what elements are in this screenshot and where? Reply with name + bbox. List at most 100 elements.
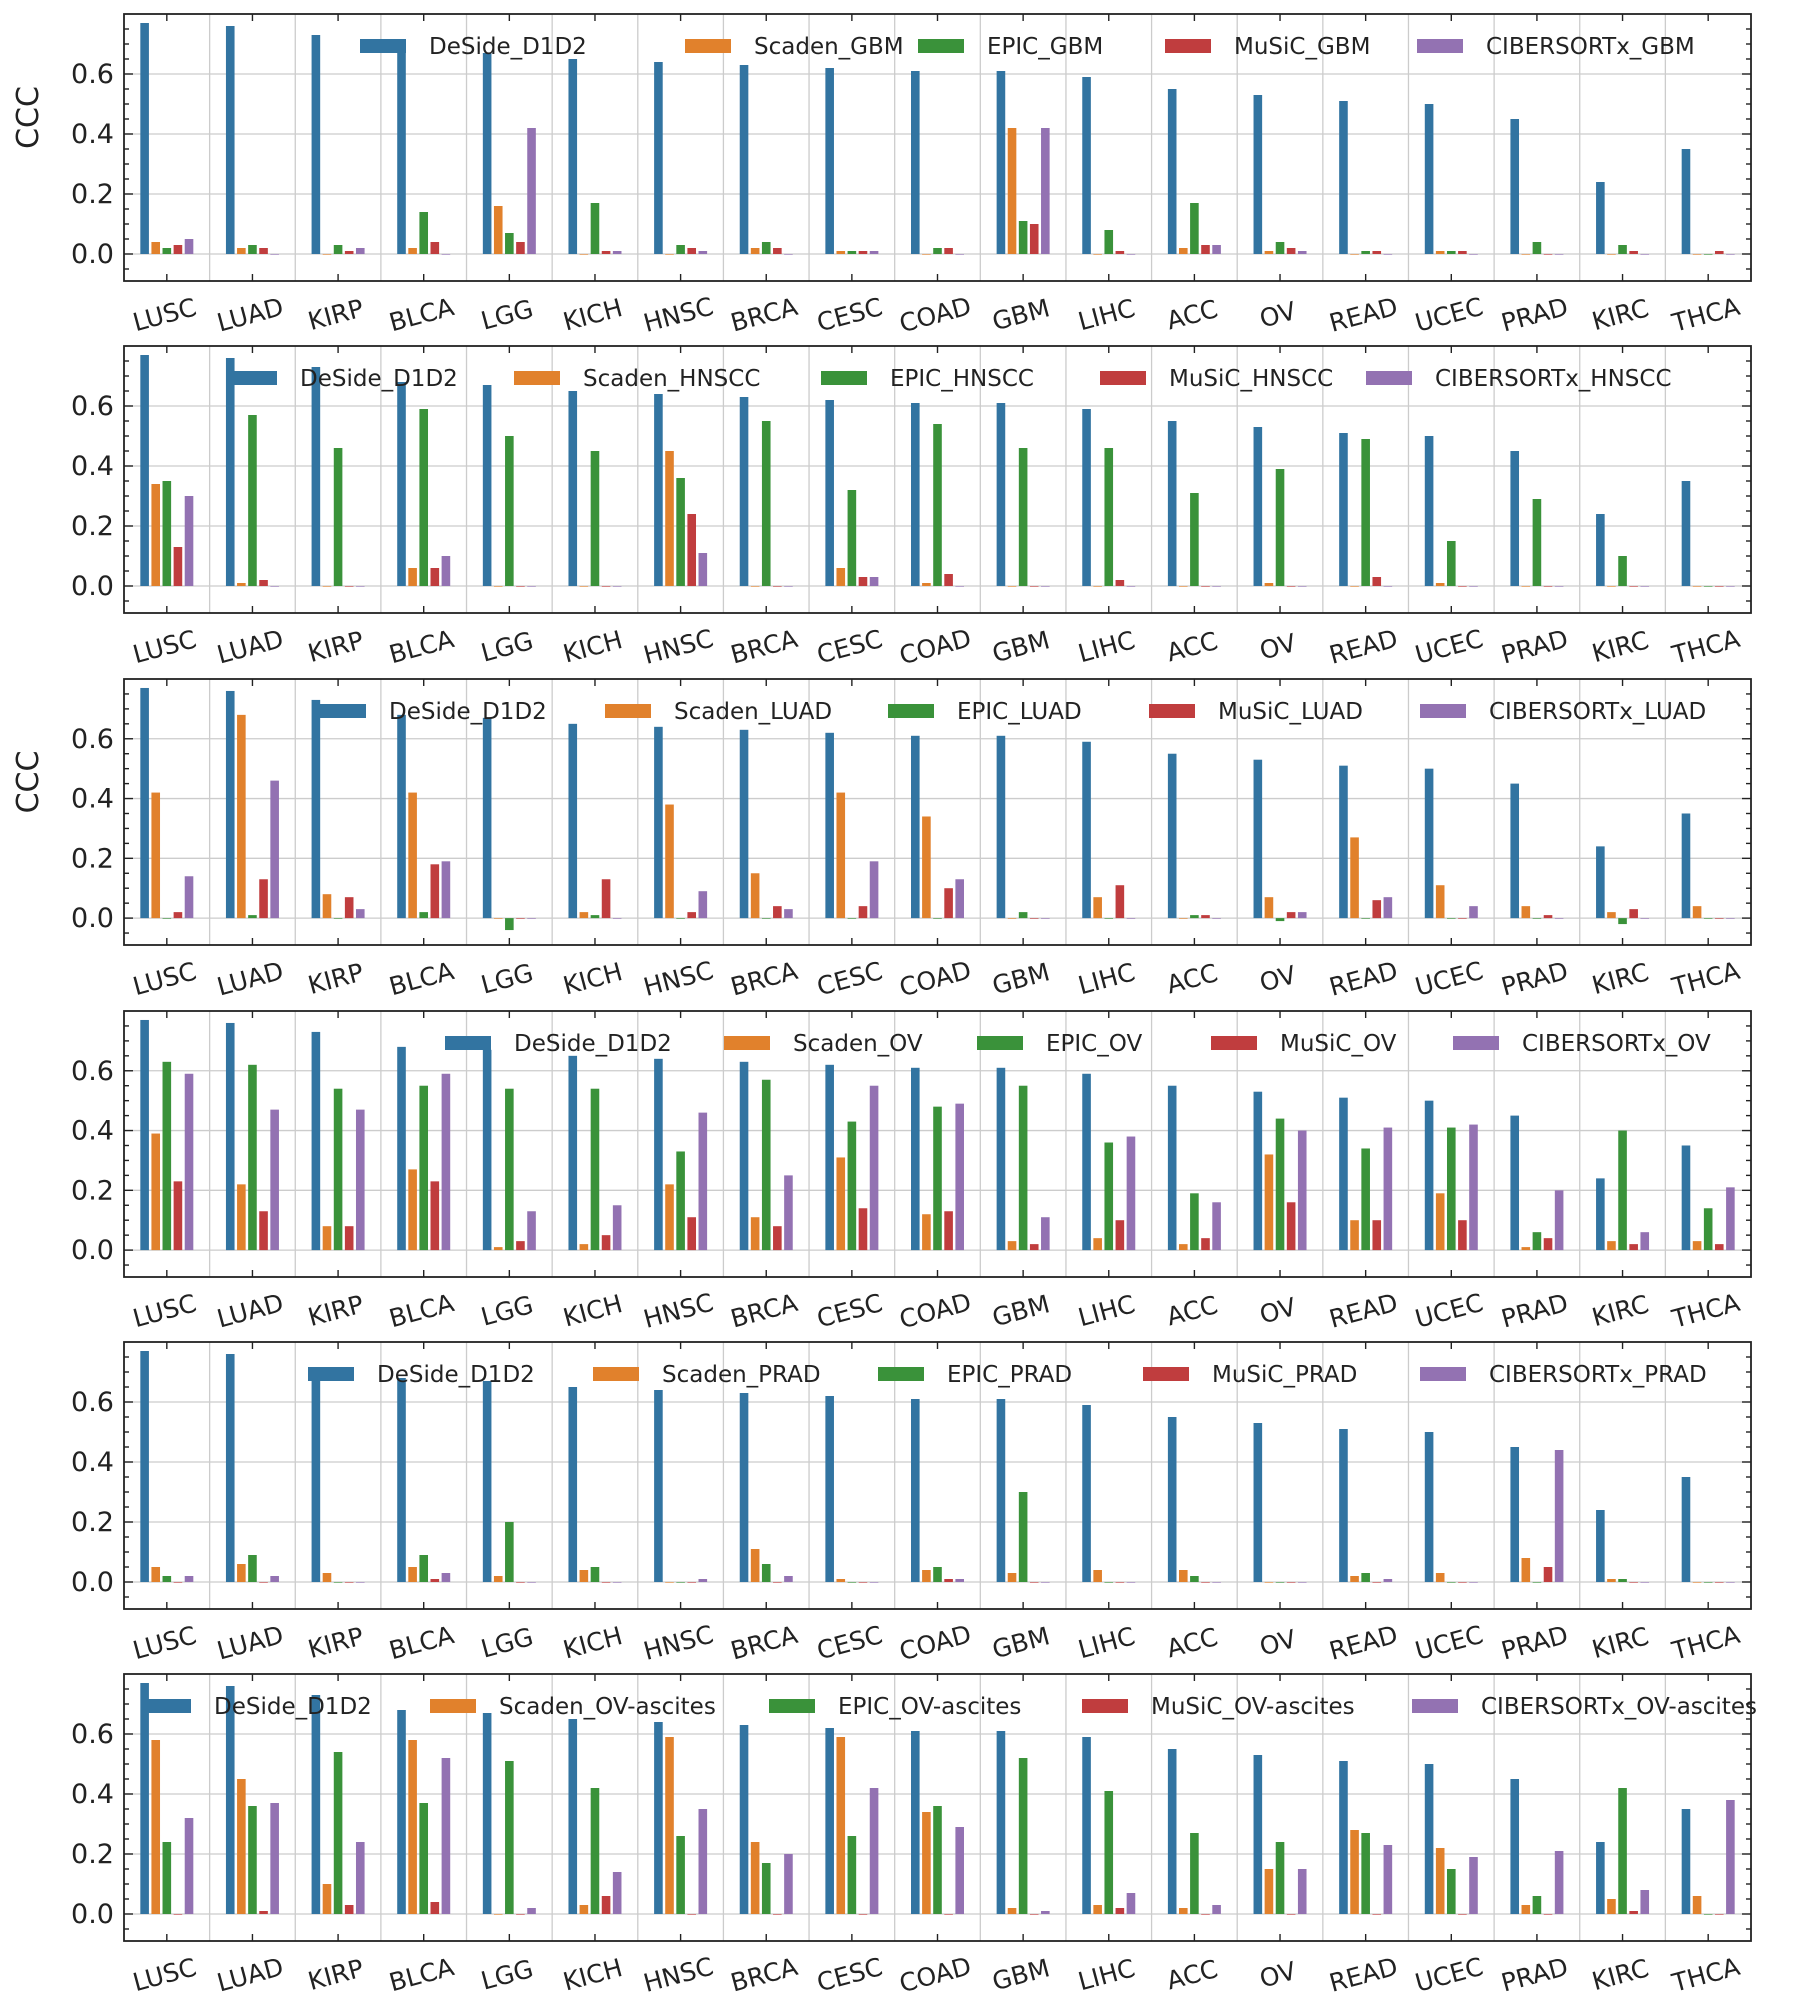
x-tick-label-OV: OV [1257, 296, 1300, 333]
x-tick-label-LUSC: LUSC [130, 1620, 200, 1665]
x-tick-label-UCEC: UCEC [1412, 1620, 1486, 1666]
bar-MuSiC_PRAD-BRCA [773, 1582, 782, 1583]
bar-DeSide_D1D2-LUSC [140, 355, 149, 586]
bar-CIBERSORTx_LUAD-KIRP [355, 909, 365, 919]
bar-EPIC_OV-GBM [1018, 1085, 1028, 1251]
bar-Scaden_OV-ascites-THCA [1692, 1896, 1702, 1914]
bar-MuSiC_LUAD-BLCA [430, 864, 440, 919]
bar-EPIC_OV-LUAD [248, 1064, 257, 1251]
bar-EPIC_PRAD-KIRC [1618, 1579, 1627, 1582]
legend-swatch-EPIC_LUAD [888, 704, 934, 718]
bar-Scaden_HNSCC-THCA [1692, 586, 1702, 587]
bar-EPIC_LUAD-LUAD [248, 915, 257, 919]
bar-Scaden_PRAD-LUSC [151, 1567, 161, 1582]
x-tick-label-HNSC: HNSC [640, 1288, 716, 1334]
bar-EPIC_LUAD-LIHC [1104, 918, 1114, 919]
bar-Scaden_GBM-UCEC [1435, 251, 1445, 254]
bar-DeSide_D1D2-CESC [825, 1728, 834, 1914]
bar-Scaden_PRAD-OV [1264, 1582, 1274, 1583]
bar-CIBERSORTx_LUAD-COAD [955, 879, 964, 919]
bar-Scaden_GBM-READ [1350, 254, 1359, 255]
bar-CIBERSORTx_OV-CESC [869, 1085, 879, 1251]
bar-MuSiC_OV-ascites-BRCA [773, 1914, 782, 1915]
bar-CIBERSORTx_OV-ascites-KIRP [355, 1842, 365, 1914]
bar-EPIC_OV-ascites-CESC [847, 1836, 857, 1914]
legend-label-CIBERSORTx_LUAD: CIBERSORTx_LUAD [1489, 699, 1706, 725]
bar-CIBERSORTx_PRAD-GBM [1041, 1582, 1050, 1583]
bar-DeSide_D1D2-BLCA [397, 382, 406, 586]
bar-CIBERSORTx_OV-UCEC [1469, 1124, 1478, 1251]
x-tick-label-BLCA: BLCA [386, 624, 457, 669]
legend-label-Scaden_HNSCC: Scaden_HNSCC [583, 366, 760, 392]
legend-swatch-CIBERSORTx_HNSCC [1366, 371, 1412, 385]
bar-CIBERSORTx_GBM-ACC [1212, 245, 1221, 254]
x-tick-label-KIRC: KIRC [1589, 293, 1652, 336]
bar-DeSide_D1D2-KIRP [311, 699, 321, 919]
bar-Scaden_LUAD-LGG [493, 918, 503, 919]
bar-MuSiC_OV-READ [1372, 1220, 1382, 1251]
bar-DeSide_D1D2-KIRP [311, 1695, 321, 1914]
bar-EPIC_GBM-BRCA [761, 242, 771, 254]
bar-DeSide_D1D2-THCA [1681, 149, 1691, 254]
x-tick-label-PRAD: PRAD [1498, 292, 1571, 338]
bar-DeSide_D1D2-LUAD [225, 1022, 235, 1251]
bar-DeSide_D1D2-LIHC [1082, 77, 1091, 254]
bar-Scaden_HNSCC-CESC [836, 568, 846, 586]
bar-MuSiC_LUAD-COAD [944, 888, 953, 919]
bar-MuSiC_PRAD-LUSC [173, 1582, 183, 1583]
bar-Scaden_PRAD-READ [1350, 1576, 1359, 1582]
bar-Scaden_LUAD-KICH [579, 912, 589, 919]
legend-swatch-MuSiC_HNSCC [1100, 371, 1146, 385]
legend-swatch-Scaden_OV-ascites [430, 1699, 476, 1713]
x-tick-label-CESC: CESC [814, 1952, 886, 1997]
x-tick-label-READ: READ [1326, 1620, 1401, 1666]
legend-swatch-DeSide_D1D2 [320, 704, 366, 718]
x-tick-label-ACC: ACC [1164, 958, 1221, 999]
bar-EPIC_GBM-READ [1361, 251, 1370, 254]
bar-Scaden_OV-CESC [836, 1157, 846, 1251]
bar-MuSiC_HNSCC-HNSC [687, 514, 697, 586]
x-tick-label-READ: READ [1326, 1288, 1401, 1334]
x-tick-label-HNSC: HNSC [640, 1620, 716, 1666]
bar-MuSiC_LUAD-READ [1372, 900, 1382, 919]
legend-label-EPIC_OV-ascites: EPIC_OV-ascites [838, 1694, 1021, 1720]
bar-MuSiC_LUAD-LGG [516, 918, 525, 919]
bar-EPIC_GBM-THCA [1703, 254, 1713, 255]
legend-label-Scaden_LUAD: Scaden_LUAD [674, 699, 832, 725]
bar-Scaden_HNSCC-KIRC [1607, 586, 1616, 587]
bar-MuSiC_PRAD-LUAD [259, 1582, 268, 1583]
bar-Scaden_OV-READ [1350, 1220, 1359, 1251]
bar-Scaden_GBM-ACC [1178, 248, 1188, 254]
bar-DeSide_D1D2-THCA [1681, 1145, 1691, 1251]
bar-EPIC_OV-LGG [505, 1088, 514, 1251]
bar-CIBERSORTx_OV-KIRP [355, 1109, 365, 1251]
bar-DeSide_D1D2-COAD [911, 71, 920, 254]
bar-DeSide_D1D2-LUAD [225, 26, 235, 254]
bar-Scaden_LUAD-GBM [1007, 918, 1017, 919]
bar-EPIC_OV-COAD [933, 1106, 942, 1251]
bar-EPIC_PRAD-COAD [933, 1567, 942, 1582]
bar-MuSiC_LUAD-HNSC [687, 912, 697, 919]
bar-CIBERSORTx_LUAD-READ [1383, 897, 1393, 919]
bar-CIBERSORTx_OV-ACC [1212, 1202, 1221, 1251]
legend-label-CIBERSORTx_OV: CIBERSORTx_OV [1522, 1031, 1711, 1057]
bar-EPIC_OV-ascites-LGG [505, 1761, 514, 1914]
x-tick-label-LUSC: LUSC [130, 1952, 200, 1997]
bar-MuSiC_OV-ascites-BLCA [430, 1902, 440, 1914]
bar-CIBERSORTx_GBM-UCEC [1469, 254, 1478, 255]
bar-CIBERSORTx_HNSCC-KIRP [355, 586, 365, 587]
bar-MuSiC_LUAD-UCEC [1458, 918, 1467, 919]
bar-EPIC_HNSCC-ACC [1190, 493, 1199, 586]
x-tick-label-COAD: COAD [896, 291, 974, 338]
bar-MuSiC_LUAD-LUAD [259, 879, 268, 919]
x-tick-label-GBM: GBM [989, 1289, 1053, 1332]
y-tick-label: 0.6 [71, 724, 114, 755]
bar-DeSide_D1D2-COAD [911, 1399, 920, 1582]
bar-EPIC_LUAD-PRAD [1532, 918, 1542, 919]
legend-label-Scaden_PRAD: Scaden_PRAD [662, 1362, 821, 1388]
legend-swatch-EPIC_OV [977, 1036, 1023, 1050]
bar-DeSide_D1D2-KICH [568, 59, 578, 254]
bar-EPIC_PRAD-PRAD [1532, 1582, 1542, 1583]
bar-MuSiC_GBM-THCA [1714, 251, 1724, 254]
